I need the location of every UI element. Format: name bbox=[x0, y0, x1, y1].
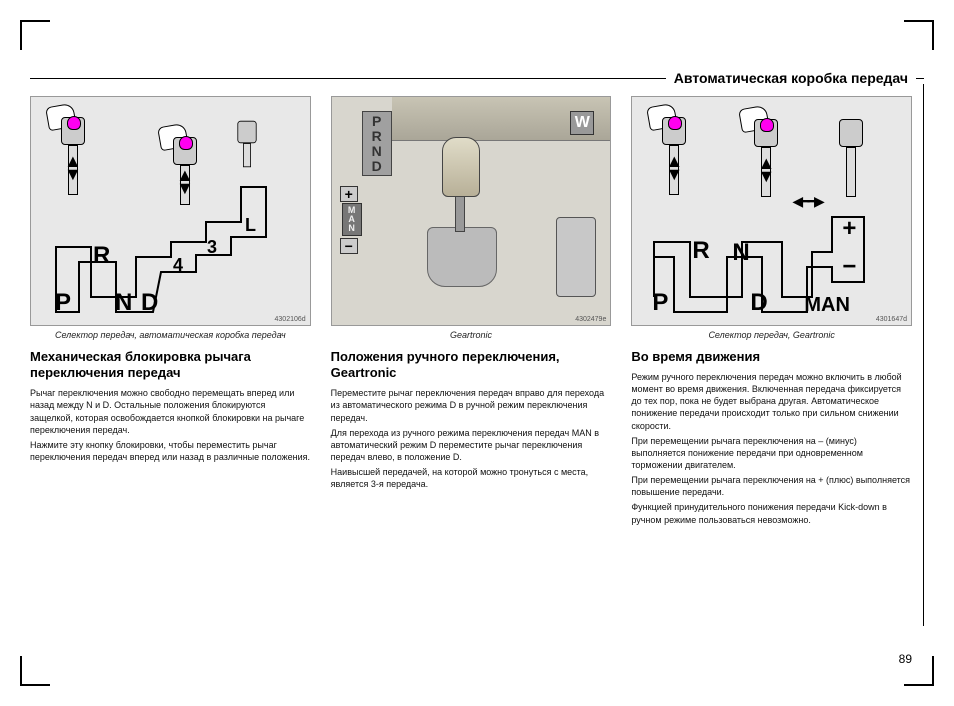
r-label: R bbox=[372, 129, 382, 143]
figure-id: 4302106d bbox=[275, 316, 306, 323]
figure-2-caption: Geartronic bbox=[331, 330, 612, 341]
shifter bbox=[417, 137, 507, 287]
para: Нажмите эту кнопку блокировки, чтобы пер… bbox=[30, 439, 311, 463]
minus-button: − bbox=[340, 238, 358, 254]
gate-r: R bbox=[93, 242, 110, 270]
gate-n: N bbox=[732, 239, 749, 267]
figure-1: ▲▼ ▲▼ bbox=[30, 96, 311, 326]
prnd-indicator: P R N D bbox=[362, 111, 392, 176]
gate-d: D bbox=[750, 289, 767, 317]
figure-3-caption: Селектор передач, Geartronic bbox=[631, 330, 912, 341]
page-content: Автоматическая коробка передач ▲▼ bbox=[30, 70, 924, 666]
para: Рычаг переключения можно свободно переме… bbox=[30, 387, 311, 436]
n-label: N bbox=[372, 144, 382, 158]
figure-id: 4302479e bbox=[575, 316, 606, 323]
shift-stem bbox=[455, 192, 465, 232]
para: Наивысшей передачей, на которой можно тр… bbox=[331, 466, 612, 490]
gate-man: MAN bbox=[804, 294, 850, 317]
para: Режим ручного переключения передач можно… bbox=[631, 371, 912, 432]
shift-handle bbox=[442, 137, 480, 197]
para: Функцией принудительного понижения перед… bbox=[631, 501, 912, 525]
gate-4: 4 bbox=[173, 255, 183, 276]
figure-3: ▲▼ ▲▼ ◀━━▶ + − bbox=[631, 96, 912, 326]
figure-id: 4301647d bbox=[876, 316, 907, 323]
crop-mark-tr bbox=[904, 20, 934, 50]
n-label: N bbox=[348, 224, 355, 233]
column-1: ▲▼ ▲▼ bbox=[30, 96, 311, 526]
figure-1-caption: Селектор передач, автоматическая коробка… bbox=[30, 330, 311, 341]
columns: ▲▼ ▲▼ bbox=[30, 96, 924, 526]
gate-plate bbox=[556, 217, 596, 297]
crop-mark-tl bbox=[20, 20, 50, 50]
header-rule-stub bbox=[916, 78, 924, 79]
column-3: ▲▼ ▲▼ ◀━━▶ + − bbox=[631, 96, 912, 526]
gate-p: P bbox=[652, 289, 668, 317]
gate-l: L bbox=[245, 215, 256, 236]
para: Для перехода из ручного режима переключе… bbox=[331, 427, 612, 463]
man-indicator: M A N bbox=[342, 203, 362, 236]
figure-2: P R N D + M A N − W 4 bbox=[331, 96, 612, 326]
right-rule bbox=[923, 84, 924, 626]
column-2: P R N D + M A N − W 4 bbox=[331, 96, 612, 526]
w-button: W bbox=[570, 111, 594, 135]
gate-p: P bbox=[55, 289, 71, 317]
section-title-2: Положения ручного переключения, Geartron… bbox=[331, 349, 612, 382]
plus-button: + bbox=[340, 186, 358, 202]
gate-d: D bbox=[141, 289, 158, 317]
header-title: Автоматическая коробка передач bbox=[666, 70, 916, 86]
p-label: P bbox=[372, 114, 381, 128]
para: Переместите рычаг переключения передач в… bbox=[331, 387, 612, 423]
gate-r: R bbox=[692, 237, 709, 265]
gate-3: 3 bbox=[207, 237, 217, 258]
gate-path bbox=[31, 97, 311, 326]
shift-boot bbox=[427, 227, 497, 287]
section-title-3: Во время движения bbox=[631, 349, 912, 365]
header-rule bbox=[30, 78, 666, 79]
gate-n: N bbox=[115, 289, 132, 317]
page-number: 89 bbox=[899, 652, 912, 666]
d-label: D bbox=[372, 159, 382, 173]
para: При перемещении рычага переключения на +… bbox=[631, 474, 912, 498]
section-title-1: Механическая блокировка рычага переключе… bbox=[30, 349, 311, 382]
gate-path bbox=[632, 97, 912, 326]
page-header: Автоматическая коробка передач bbox=[30, 70, 924, 86]
para: При перемещении рычага переключения на –… bbox=[631, 435, 912, 471]
